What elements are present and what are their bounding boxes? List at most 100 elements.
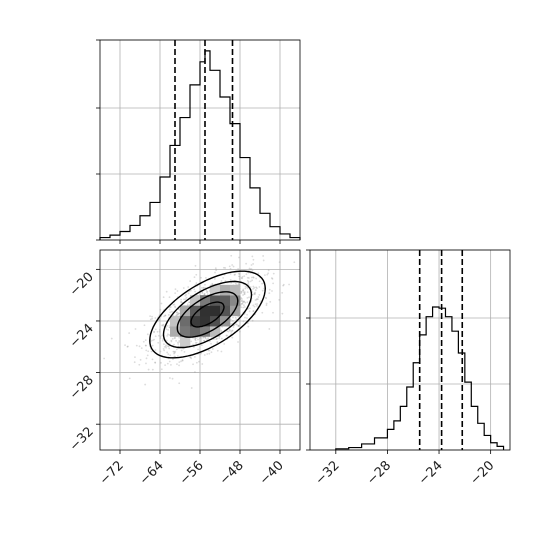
joint-density-cell: [180, 305, 191, 317]
joint-density-cells: [170, 284, 241, 348]
joint-sample-point: [175, 314, 178, 317]
joint-sample-point: [194, 356, 196, 358]
joint-sample-point: [167, 353, 170, 356]
joint-sample-point: [165, 339, 168, 342]
joint-sample-point: [230, 331, 233, 333]
joint-sample-point: [240, 306, 243, 309]
joint-sample-point: [229, 267, 232, 270]
joint-sample-point: [168, 347, 171, 350]
joint-sample-point: [162, 323, 165, 326]
joint-sample-point: [272, 272, 275, 275]
joint-sample-point: [224, 267, 227, 269]
joint-sample-point: [253, 305, 256, 308]
joint-sample-point: [247, 280, 250, 283]
joint-sample-point: [240, 291, 243, 293]
joint-sample-point: [207, 337, 209, 340]
param2-xtick-label: −20: [467, 458, 497, 488]
joint-sample-point: [200, 276, 202, 279]
joint-sample-point: [161, 324, 163, 327]
joint-sample-point: [151, 315, 153, 318]
param1-histogram-marks: [99, 40, 301, 240]
joint-sample-point: [134, 356, 136, 359]
joint-sample-point: [154, 361, 157, 364]
joint-sample-point: [154, 349, 157, 351]
joint-sample-point: [173, 303, 176, 306]
joint-sample-point: [178, 341, 181, 343]
joint-sample-point: [243, 293, 246, 295]
joint-sample-point: [229, 318, 232, 321]
joint-sample-point: [226, 330, 229, 332]
joint-sample-point: [220, 350, 223, 353]
joint-sample-point: [203, 354, 206, 356]
joint-sample-point: [157, 341, 160, 344]
joint-sample-point: [253, 292, 256, 295]
joint-sample-point: [164, 314, 167, 317]
joint-sample-point: [190, 340, 193, 343]
joint-sample-point: [168, 308, 171, 311]
joint-sample-point: [194, 264, 197, 267]
joint-sample-point: [248, 267, 251, 270]
joint-sample-point: [165, 290, 168, 293]
joint-sample-point: [240, 297, 243, 299]
param1-histogram-ticks: [96, 39, 281, 244]
joint-sample-point: [134, 328, 137, 330]
joint-sample-point: [243, 293, 246, 295]
joint-sample-point: [153, 331, 155, 334]
joint-density-cell: [190, 326, 201, 337]
joint-sample-point: [163, 345, 166, 348]
joint-sample-point: [151, 339, 154, 342]
joint-sample-point: [171, 337, 174, 340]
joint-density-cell: [200, 295, 211, 306]
joint-sample-point: [172, 358, 174, 361]
joint-sample-point: [169, 377, 171, 379]
joint-sample-point: [103, 357, 106, 360]
joint-sample-point: [246, 301, 249, 304]
joint-sample-point: [162, 347, 165, 350]
joint-sample-point: [259, 300, 262, 303]
joint-sample-point: [126, 345, 129, 348]
joint-sample-point: [220, 330, 223, 333]
joint-ytick-label: −32: [67, 424, 97, 454]
joint-sample-point: [144, 344, 147, 347]
joint-sample-point: [176, 290, 179, 292]
joint-sample-point: [204, 336, 207, 339]
joint-sample-point: [237, 268, 240, 270]
joint-sample-point: [240, 277, 243, 279]
param1-histogram-panel: [96, 39, 301, 244]
joint-sample-point: [282, 284, 285, 287]
joint-sample-point: [188, 301, 190, 304]
joint-sample-point: [244, 301, 247, 304]
joint-sample-point: [252, 287, 255, 290]
joint-sample-point: [153, 330, 156, 333]
joint-sample-point: [203, 292, 206, 295]
joint-sample-point: [165, 344, 168, 347]
joint-sample-point: [192, 343, 194, 346]
joint-density-cell: [230, 305, 241, 317]
joint-sample-point: [196, 336, 199, 339]
joint-sample-point: [247, 282, 250, 285]
joint-sample-point: [228, 265, 231, 268]
joint-sample-point: [193, 288, 196, 291]
joint-sample-point: [133, 361, 136, 364]
joint-sample-point: [195, 273, 198, 276]
joint-sample-point: [234, 316, 237, 319]
joint-sample-point: [146, 354, 149, 357]
joint-sample-point: [293, 261, 296, 264]
joint-sample-point: [147, 350, 150, 353]
joint-sample-point: [190, 387, 193, 389]
joint-sample-point: [170, 310, 173, 313]
joint-sample-point: [261, 289, 264, 292]
joint-sample-point: [200, 336, 203, 339]
joint-sample-point: [178, 361, 181, 364]
joint-sample-point: [127, 345, 129, 348]
joint-sample-point: [205, 289, 208, 292]
joint-sample-point: [180, 301, 183, 303]
joint-sample-point: [147, 368, 150, 371]
joint-sample-point: [146, 333, 149, 336]
joint-sample-point: [153, 338, 155, 341]
joint-sample-point: [207, 349, 210, 352]
joint-sample-point: [202, 287, 205, 289]
joint-density-cell: [210, 295, 221, 306]
joint-sample-point: [251, 255, 254, 258]
joint-sample-point: [174, 337, 176, 339]
